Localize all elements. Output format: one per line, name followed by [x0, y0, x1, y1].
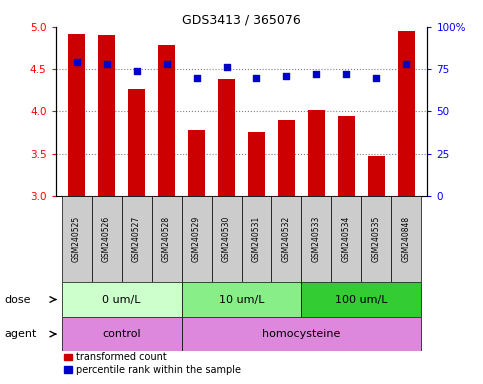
Bar [391, 196, 422, 282]
Bar [68, 34, 85, 196]
Text: GSM240527: GSM240527 [132, 216, 141, 262]
Text: 100 um/L: 100 um/L [335, 295, 388, 305]
Text: GSM240534: GSM240534 [342, 216, 351, 262]
Bar [242, 196, 271, 282]
Text: GSM240532: GSM240532 [282, 216, 291, 262]
Bar [308, 110, 325, 196]
Text: GSM240528: GSM240528 [162, 216, 171, 262]
Text: GDS3413 / 365076: GDS3413 / 365076 [182, 13, 301, 26]
Text: GSM240848: GSM240848 [402, 216, 411, 262]
Bar [368, 156, 385, 196]
Point [283, 73, 290, 79]
Text: GSM240535: GSM240535 [372, 216, 381, 262]
Point [313, 71, 320, 77]
Bar [338, 116, 355, 196]
Bar [158, 45, 175, 196]
Bar [182, 282, 301, 317]
Bar [361, 196, 391, 282]
Text: 10 um/L: 10 um/L [219, 295, 264, 305]
Point [223, 65, 230, 71]
Bar [271, 196, 301, 282]
Bar [128, 89, 145, 196]
Point [193, 74, 200, 81]
Point [403, 61, 411, 67]
Text: agent: agent [5, 329, 37, 339]
Bar [182, 317, 422, 351]
Text: GSM240526: GSM240526 [102, 216, 111, 262]
Legend: transformed count, percentile rank within the sample: transformed count, percentile rank withi… [60, 348, 245, 379]
Point [163, 61, 170, 67]
Bar [188, 130, 205, 196]
Point [372, 74, 380, 81]
Point [133, 68, 141, 74]
Bar [182, 196, 212, 282]
Bar [152, 196, 182, 282]
Bar [61, 317, 182, 351]
Text: GSM240529: GSM240529 [192, 216, 201, 262]
Bar [278, 120, 295, 196]
Text: dose: dose [5, 295, 31, 305]
Text: GSM240531: GSM240531 [252, 216, 261, 262]
Bar [98, 35, 115, 196]
Bar [301, 196, 331, 282]
Bar [61, 282, 182, 317]
Bar [212, 196, 242, 282]
Text: 0 um/L: 0 um/L [102, 295, 141, 305]
Text: control: control [102, 329, 141, 339]
Text: homocysteine: homocysteine [262, 329, 341, 339]
Text: GSM240533: GSM240533 [312, 216, 321, 262]
Point [342, 71, 350, 77]
Bar [331, 196, 361, 282]
Text: GSM240530: GSM240530 [222, 216, 231, 262]
Bar [248, 132, 265, 196]
Bar [92, 196, 122, 282]
Point [103, 61, 111, 67]
Bar [301, 282, 422, 317]
Point [253, 74, 260, 81]
Text: GSM240525: GSM240525 [72, 216, 81, 262]
Bar [218, 79, 235, 196]
Bar [122, 196, 152, 282]
Bar [398, 31, 415, 196]
Point [72, 59, 80, 65]
Bar [61, 196, 92, 282]
